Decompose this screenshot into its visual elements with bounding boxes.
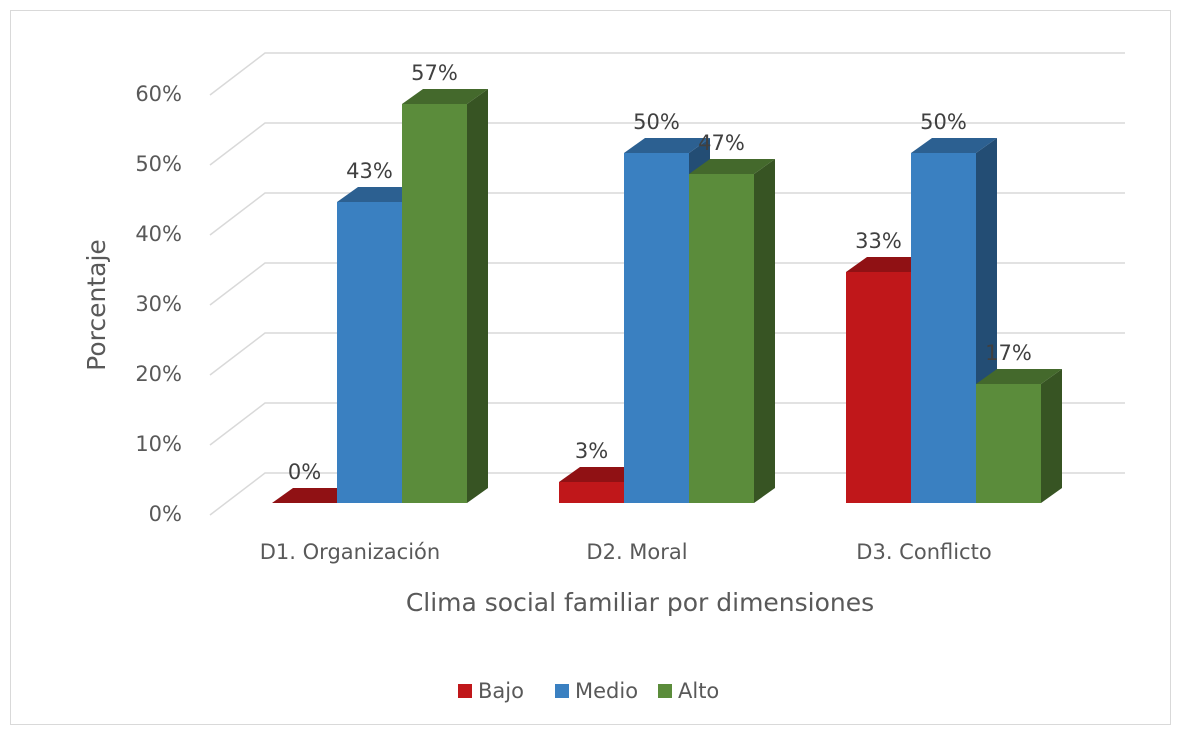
grid-line [209, 52, 1125, 96]
bar-top [402, 89, 488, 104]
x-tick-label: D1. Organización [260, 540, 440, 564]
bar-top [976, 369, 1062, 384]
data-label: 0% [288, 460, 321, 484]
bar [337, 202, 402, 503]
y-tick-label: 60% [135, 82, 182, 106]
bar [689, 174, 754, 503]
legend-label: Bajo [478, 679, 524, 703]
bar [976, 384, 1041, 503]
bar-top [689, 159, 775, 174]
grid-line [209, 262, 1125, 306]
y-tick-label: 50% [135, 152, 182, 176]
data-label: 47% [698, 131, 745, 155]
legend-swatch [555, 684, 569, 698]
grid-line [209, 192, 1125, 236]
bar-top [624, 138, 710, 153]
bar-side [754, 159, 775, 503]
grid-line [209, 332, 1125, 376]
data-label: 33% [855, 229, 902, 253]
y-axis-title: Porcentaje [82, 239, 111, 371]
data-label: 50% [633, 110, 680, 134]
bar-top [559, 467, 645, 482]
legend-swatch [658, 684, 672, 698]
bar [911, 153, 976, 503]
grid-line [209, 472, 1125, 516]
legend-swatch [458, 684, 472, 698]
y-tick-label: 10% [135, 432, 182, 456]
bar-top [846, 257, 932, 272]
bar-top [337, 187, 423, 202]
data-label: 3% [575, 439, 608, 463]
y-tick-label: 40% [135, 222, 182, 246]
bar [559, 482, 624, 503]
data-label: 43% [346, 159, 393, 183]
bar-top [272, 488, 358, 503]
chart-border [10, 10, 1171, 725]
y-tick-label: 30% [135, 292, 182, 316]
grid-line [209, 402, 1125, 446]
bar-side [1041, 369, 1062, 503]
legend-label: Medio [575, 679, 638, 703]
bar-top [911, 138, 997, 153]
bar [402, 104, 467, 503]
y-tick-label: 20% [135, 362, 182, 386]
x-tick-label: D3. Conflicto [856, 540, 991, 564]
data-label: 57% [411, 61, 458, 85]
bar [846, 272, 911, 503]
x-axis-title: Clima social familiar por dimensiones [406, 588, 874, 617]
data-label: 50% [920, 110, 967, 134]
grid-line [209, 122, 1125, 166]
bar-side [467, 89, 488, 503]
x-tick-label: D2. Moral [586, 540, 687, 564]
y-tick-label: 0% [149, 502, 182, 526]
data-label: 17% [985, 341, 1032, 365]
bar [624, 153, 689, 503]
legend-label: Alto [678, 679, 719, 703]
